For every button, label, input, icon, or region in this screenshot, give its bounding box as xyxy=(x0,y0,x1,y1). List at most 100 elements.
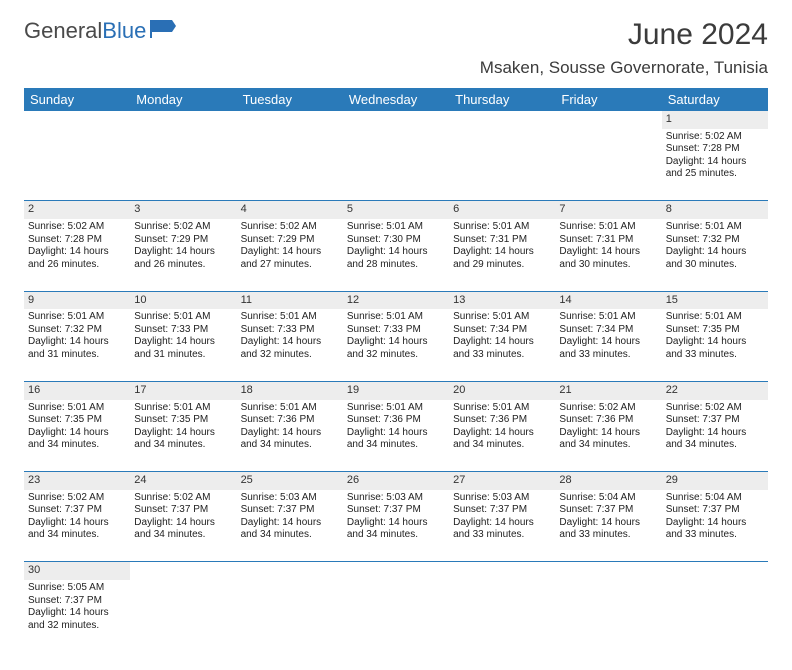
day-content-cell xyxy=(343,129,449,201)
sunset-text: Sunset: 7:33 PM xyxy=(134,324,232,337)
daylight-text: Daylight: 14 hours and 32 minutes. xyxy=(241,336,339,361)
day-content-cell: Sunrise: 5:01 AMSunset: 7:31 PMDaylight:… xyxy=(449,219,555,291)
sunset-text: Sunset: 7:36 PM xyxy=(559,414,657,427)
brand-part1: General xyxy=(24,18,102,44)
day-content-cell xyxy=(130,580,236,652)
day-number-cell xyxy=(237,111,343,129)
day-content-row: Sunrise: 5:02 AMSunset: 7:37 PMDaylight:… xyxy=(24,490,768,562)
daylight-text: Daylight: 14 hours and 32 minutes. xyxy=(347,336,445,361)
daylight-text: Daylight: 14 hours and 28 minutes. xyxy=(347,246,445,271)
day-number-row: 9101112131415 xyxy=(24,291,768,309)
day-number-cell xyxy=(555,562,661,580)
day-content-cell: Sunrise: 5:01 AMSunset: 7:34 PMDaylight:… xyxy=(449,309,555,381)
day-number-cell: 18 xyxy=(237,381,343,399)
day-number-cell: 8 xyxy=(662,201,768,219)
sunrise-text: Sunrise: 5:02 AM xyxy=(28,221,126,234)
day-content-cell xyxy=(555,129,661,201)
day-number: 9 xyxy=(28,294,34,306)
daylight-text: Daylight: 14 hours and 34 minutes. xyxy=(453,427,551,452)
day-number: 29 xyxy=(666,474,678,486)
day-content-cell: Sunrise: 5:01 AMSunset: 7:31 PMDaylight:… xyxy=(555,219,661,291)
sunrise-text: Sunrise: 5:01 AM xyxy=(28,311,126,324)
sunset-text: Sunset: 7:29 PM xyxy=(241,234,339,247)
sunset-text: Sunset: 7:34 PM xyxy=(453,324,551,337)
day-number-cell xyxy=(343,562,449,580)
sunrise-text: Sunrise: 5:02 AM xyxy=(559,402,657,415)
day-number: 28 xyxy=(559,474,571,486)
day-number: 2 xyxy=(28,203,34,215)
day-content-cell: Sunrise: 5:03 AMSunset: 7:37 PMDaylight:… xyxy=(449,490,555,562)
sunset-text: Sunset: 7:35 PM xyxy=(134,414,232,427)
flag-icon xyxy=(150,18,176,44)
daylight-text: Daylight: 14 hours and 33 minutes. xyxy=(559,517,657,542)
day-content-cell: Sunrise: 5:02 AMSunset: 7:37 PMDaylight:… xyxy=(24,490,130,562)
day-number-cell: 13 xyxy=(449,291,555,309)
day-content-cell: Sunrise: 5:02 AMSunset: 7:28 PMDaylight:… xyxy=(24,219,130,291)
day-number: 4 xyxy=(241,203,247,215)
day-content-row: Sunrise: 5:01 AMSunset: 7:35 PMDaylight:… xyxy=(24,400,768,472)
day-number-cell: 5 xyxy=(343,201,449,219)
day-number-cell: 11 xyxy=(237,291,343,309)
day-number-cell xyxy=(555,111,661,129)
day-content-cell: Sunrise: 5:01 AMSunset: 7:30 PMDaylight:… xyxy=(343,219,449,291)
sunrise-text: Sunrise: 5:03 AM xyxy=(453,492,551,505)
day-content-cell: Sunrise: 5:02 AMSunset: 7:28 PMDaylight:… xyxy=(662,129,768,201)
day-number-cell: 16 xyxy=(24,381,130,399)
day-number: 26 xyxy=(347,474,359,486)
daylight-text: Daylight: 14 hours and 32 minutes. xyxy=(28,607,126,632)
day-number: 18 xyxy=(241,384,253,396)
day-number-row: 1 xyxy=(24,111,768,129)
day-number: 5 xyxy=(347,203,353,215)
daylight-text: Daylight: 14 hours and 33 minutes. xyxy=(559,336,657,361)
daylight-text: Daylight: 14 hours and 25 minutes. xyxy=(666,156,764,181)
day-number: 23 xyxy=(28,474,40,486)
day-content-cell: Sunrise: 5:02 AMSunset: 7:37 PMDaylight:… xyxy=(662,400,768,472)
day-number: 15 xyxy=(666,294,678,306)
day-content-cell xyxy=(662,580,768,652)
sunset-text: Sunset: 7:31 PM xyxy=(559,234,657,247)
day-content-cell xyxy=(449,129,555,201)
sunrise-text: Sunrise: 5:02 AM xyxy=(134,221,232,234)
sunset-text: Sunset: 7:32 PM xyxy=(666,234,764,247)
weekday-header: Monday xyxy=(130,88,236,111)
daylight-text: Daylight: 14 hours and 34 minutes. xyxy=(134,427,232,452)
sunrise-text: Sunrise: 5:01 AM xyxy=(666,221,764,234)
day-content-cell: Sunrise: 5:02 AMSunset: 7:37 PMDaylight:… xyxy=(130,490,236,562)
day-number: 24 xyxy=(134,474,146,486)
sunset-text: Sunset: 7:30 PM xyxy=(347,234,445,247)
brand-logo: GeneralBlue xyxy=(24,18,176,44)
day-content-cell: Sunrise: 5:01 AMSunset: 7:36 PMDaylight:… xyxy=(449,400,555,472)
brand-part2: Blue xyxy=(102,18,146,44)
day-number-cell: 7 xyxy=(555,201,661,219)
sunset-text: Sunset: 7:31 PM xyxy=(453,234,551,247)
daylight-text: Daylight: 14 hours and 34 minutes. xyxy=(559,427,657,452)
day-number-cell: 20 xyxy=(449,381,555,399)
day-number-row: 16171819202122 xyxy=(24,381,768,399)
day-content-cell: Sunrise: 5:01 AMSunset: 7:32 PMDaylight:… xyxy=(662,219,768,291)
day-number: 16 xyxy=(28,384,40,396)
sunset-text: Sunset: 7:36 PM xyxy=(453,414,551,427)
daylight-text: Daylight: 14 hours and 34 minutes. xyxy=(28,517,126,542)
day-content-cell: Sunrise: 5:02 AMSunset: 7:36 PMDaylight:… xyxy=(555,400,661,472)
sunset-text: Sunset: 7:36 PM xyxy=(347,414,445,427)
sunset-text: Sunset: 7:35 PM xyxy=(28,414,126,427)
daylight-text: Daylight: 14 hours and 33 minutes. xyxy=(453,336,551,361)
daylight-text: Daylight: 14 hours and 33 minutes. xyxy=(666,517,764,542)
day-number-cell: 26 xyxy=(343,472,449,490)
day-number-cell: 28 xyxy=(555,472,661,490)
day-number-cell xyxy=(662,562,768,580)
day-number-cell: 21 xyxy=(555,381,661,399)
weekday-header-row: Sunday Monday Tuesday Wednesday Thursday… xyxy=(24,88,768,111)
day-content-cell: Sunrise: 5:01 AMSunset: 7:36 PMDaylight:… xyxy=(237,400,343,472)
day-content-cell: Sunrise: 5:01 AMSunset: 7:35 PMDaylight:… xyxy=(24,400,130,472)
daylight-text: Daylight: 14 hours and 30 minutes. xyxy=(666,246,764,271)
sunset-text: Sunset: 7:36 PM xyxy=(241,414,339,427)
sunset-text: Sunset: 7:37 PM xyxy=(666,504,764,517)
sunset-text: Sunset: 7:32 PM xyxy=(28,324,126,337)
day-number: 10 xyxy=(134,294,146,306)
day-content-row: Sunrise: 5:02 AMSunset: 7:28 PMDaylight:… xyxy=(24,219,768,291)
day-number-cell: 23 xyxy=(24,472,130,490)
sunrise-text: Sunrise: 5:02 AM xyxy=(666,131,764,144)
day-number-cell: 9 xyxy=(24,291,130,309)
day-content-cell xyxy=(449,580,555,652)
